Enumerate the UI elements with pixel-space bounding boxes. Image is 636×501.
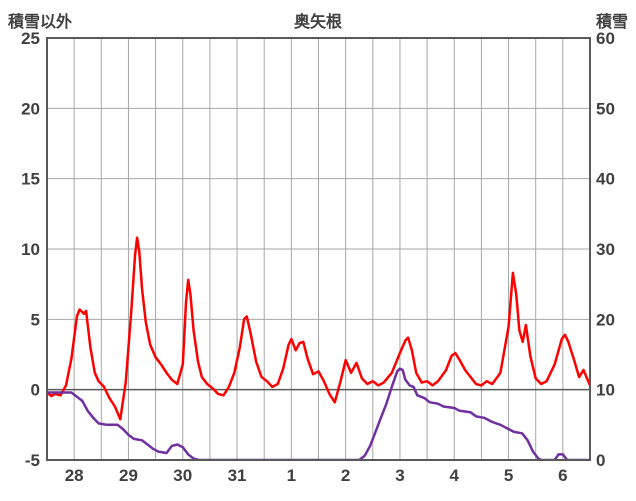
left-tick-label: -5	[25, 451, 40, 470]
series-line-other	[47, 236, 590, 421]
right-tick-label: 0	[596, 451, 605, 470]
x-tick-label: 1	[287, 466, 296, 485]
x-tick-label: 2	[341, 466, 350, 485]
right-tick-label: 60	[596, 29, 615, 48]
left-tick-label: 15	[21, 170, 40, 189]
x-tick-label: 29	[119, 466, 138, 485]
chart-title: 奥矢根	[293, 14, 342, 31]
right-tick-label: 20	[596, 310, 615, 329]
left-tick-label: 0	[31, 381, 40, 400]
right-tick-label: 40	[596, 170, 615, 189]
left-axis-title: 積雪以外	[8, 14, 73, 31]
left-tick-label: 25	[21, 29, 40, 48]
left-tick-label: 10	[21, 240, 40, 259]
chart-header: 積雪以外 奥矢根 積雪	[0, 4, 636, 31]
right-axis-title: 積雪	[595, 14, 628, 31]
x-tick-label: 31	[228, 466, 247, 485]
right-tick-label: 30	[596, 240, 615, 259]
x-tick-label: 30	[173, 466, 192, 485]
left-tick-label: 5	[31, 310, 40, 329]
left-tick-label: 20	[21, 99, 40, 118]
x-tick-label: 6	[558, 466, 567, 485]
right-tick-label: 10	[596, 381, 615, 400]
x-tick-label: 5	[504, 466, 513, 485]
right-tick-label: 50	[596, 99, 615, 118]
plot-border	[46, 37, 591, 461]
x-tick-label: 28	[65, 466, 84, 485]
x-tick-label: 3	[395, 466, 404, 485]
x-tick-label: 4	[450, 466, 460, 485]
series-line-snow	[47, 367, 590, 460]
